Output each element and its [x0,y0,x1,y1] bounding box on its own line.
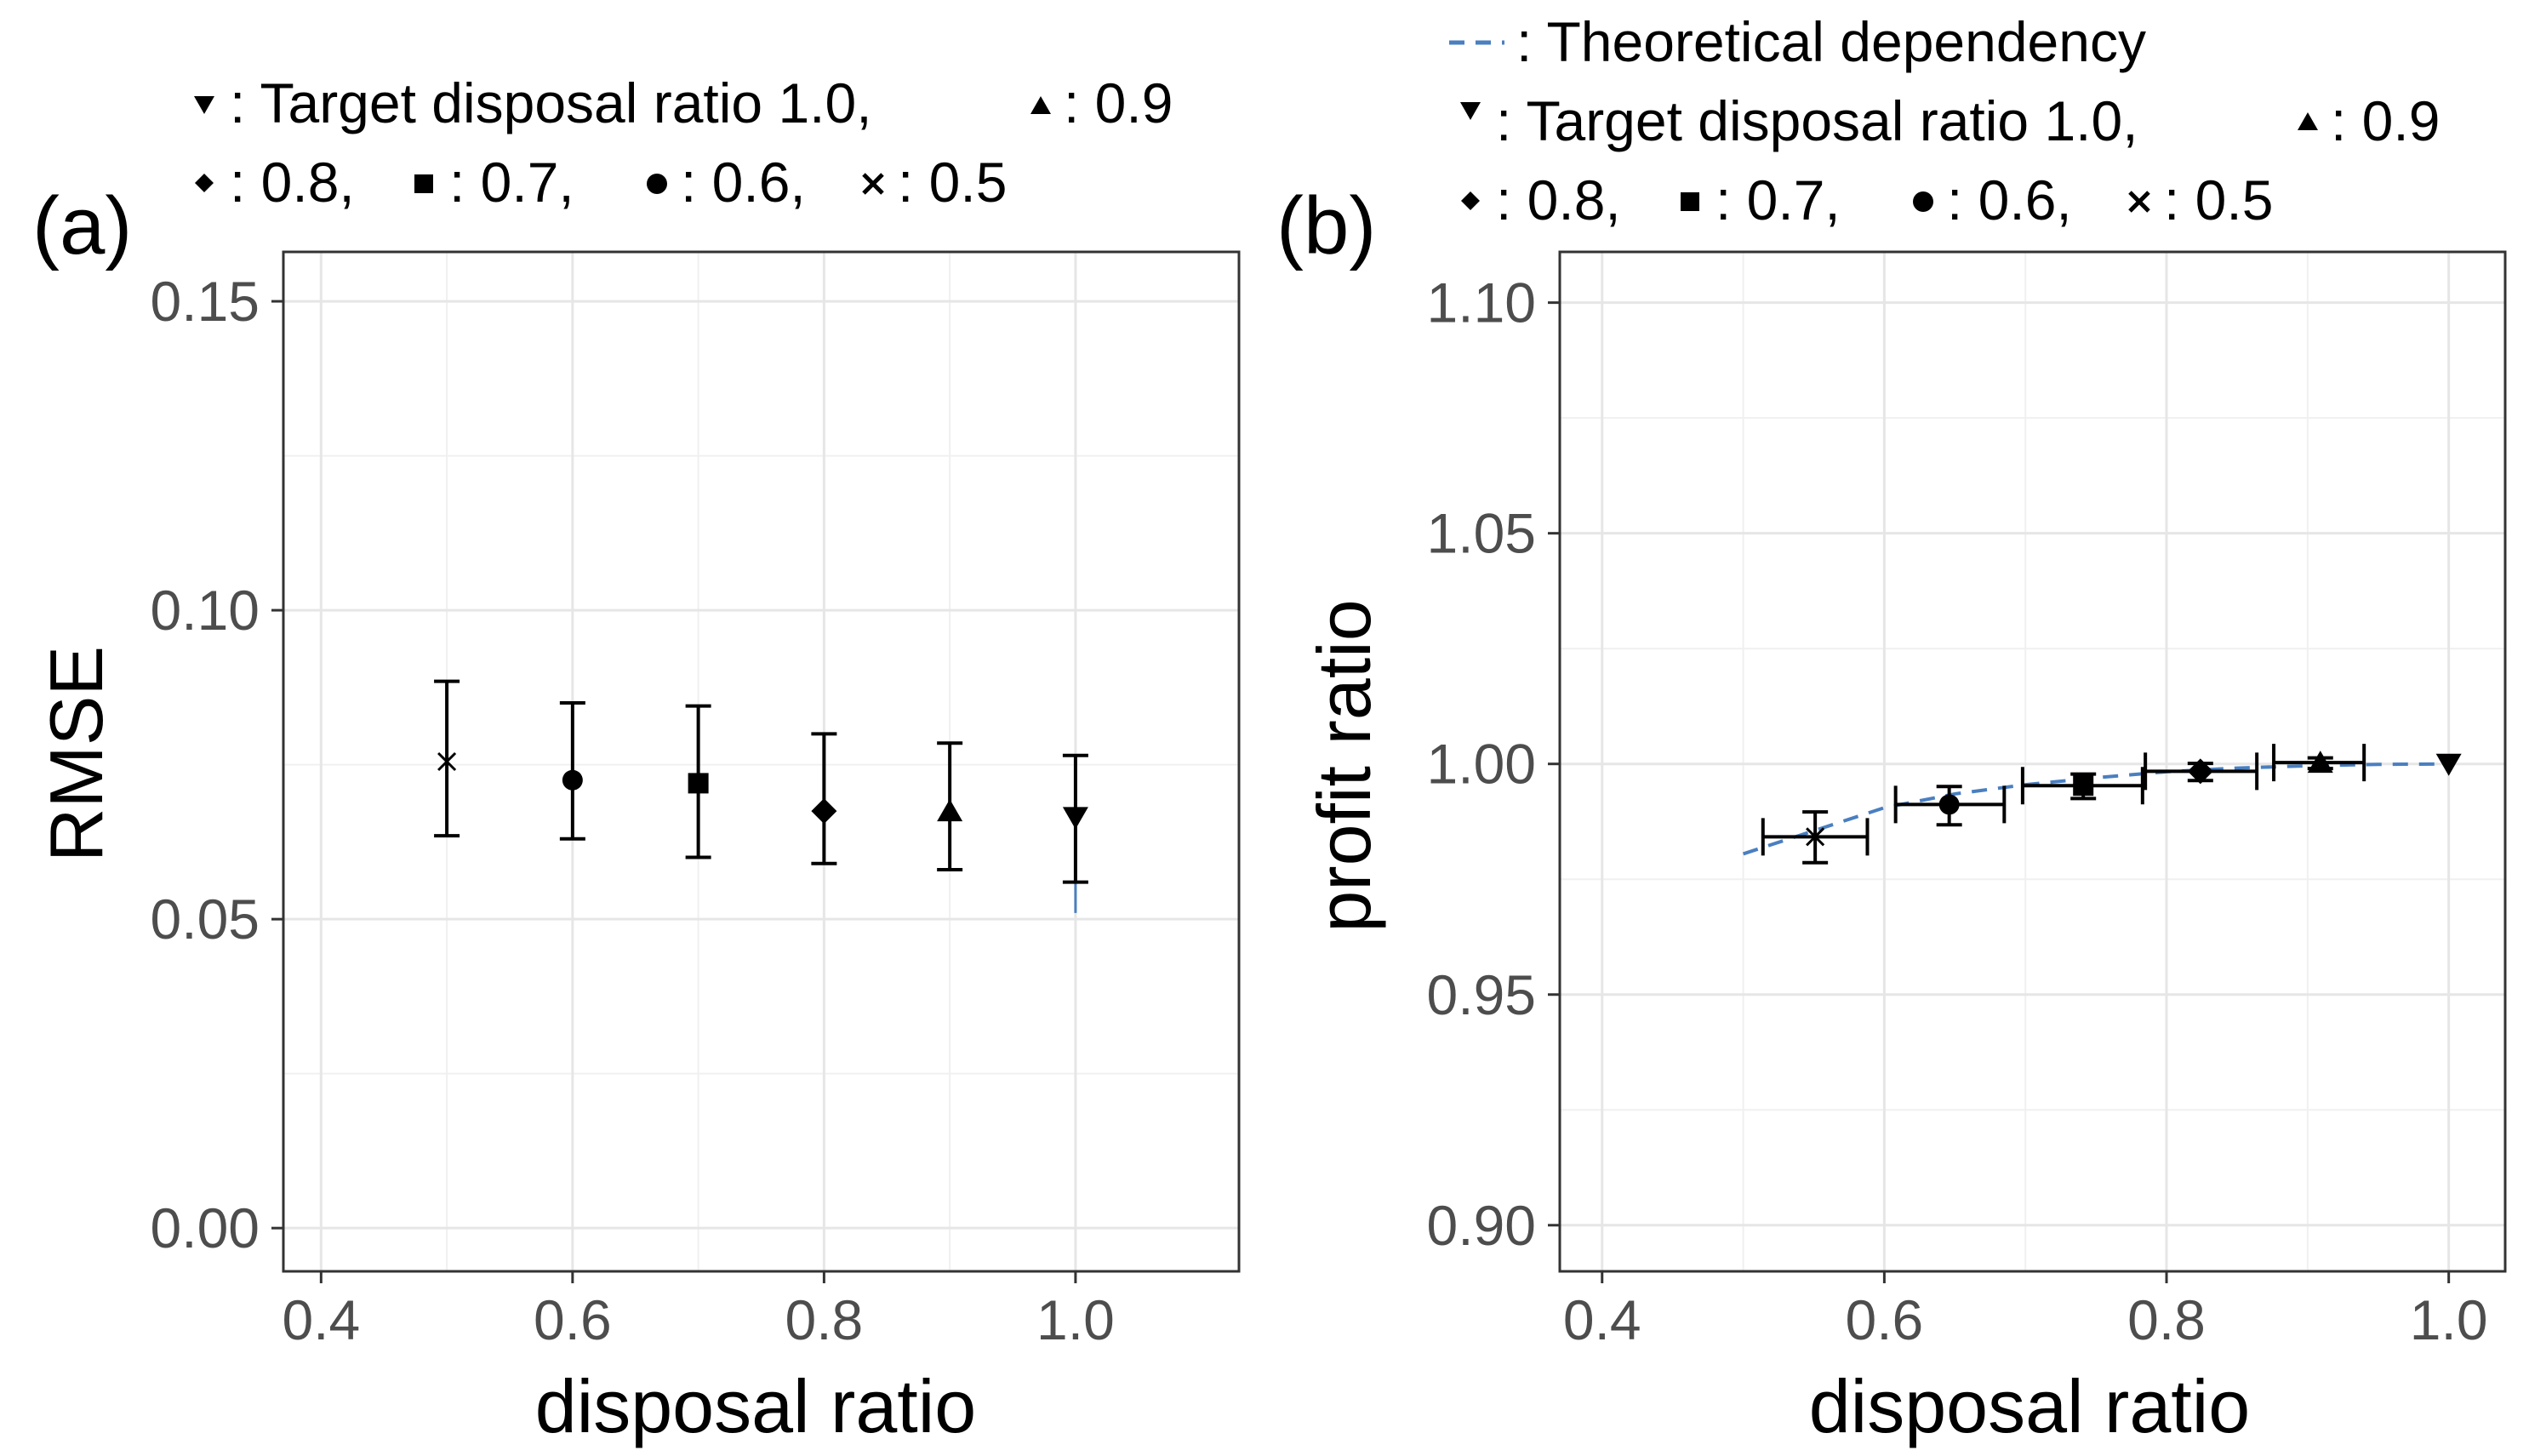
legend-square-icon [1681,192,1699,211]
point-square-0.7 [688,773,709,794]
panel-a-border [282,250,1241,1273]
legend-line-2b: : 0.7, [449,151,574,214]
panel-b-x-axis-title: disposal ratio [1809,1364,2251,1448]
legend-line-1b: : 0.9 [2331,89,2440,152]
x-tick-label: 0.8 [2127,1288,2206,1351]
legend-line-2c: : 0.6, [1947,168,2072,231]
panel-b-plot: 0.4 0.6 0.8 1.0 0.90 0.95 1.00 1.05 1.10 [1427,250,2507,1351]
y-tick-label: 0.90 [1427,1194,1536,1257]
point-triangle-up-0.9 [2307,751,2333,774]
legend-line-2d: : 0.5 [898,151,1007,214]
panel-a: : Target disposal ratio 1.0, : 0.9 : 0.8… [32,71,1241,1448]
legend-line-1: : Target disposal ratio 1.0, [230,71,872,134]
x-tick-label: 0.6 [1846,1288,1924,1351]
x-tick-label: 0.6 [534,1288,612,1351]
point-circle-0.6 [562,769,583,791]
legend-cross-icon [2128,191,2150,213]
legend-line-2c: : 0.6, [681,151,806,214]
legend-circle-icon [647,174,667,194]
panel-a-y-axis-title: RMSE [34,646,118,862]
point-triangle-down-1 [1062,807,1088,830]
y-tick-label: 0.15 [151,270,260,333]
point-cross-0.5 [1806,827,1825,847]
legend-line-2a: : 0.8, [230,151,355,214]
point-diamond-0.8 [2187,758,2213,785]
legend-diamond-icon [195,174,214,192]
legend-triangle-up-icon [2298,112,2318,130]
legend-cross-icon [862,173,884,195]
panel-b-border [1558,250,2507,1273]
legend-line-1b: : 0.9 [1064,71,1173,134]
y-tick-label: 0.10 [151,579,260,642]
panel-a-x-axis-title: disposal ratio [535,1364,977,1448]
legend-diamond-icon [1461,191,1480,210]
panel-b: : Theoretical dependency : Target dispos… [1276,10,2507,1448]
legend-line-2d: : 0.5 [2164,168,2273,231]
x-tick-label: 1.0 [1036,1288,1115,1351]
legend-square-icon [414,174,433,193]
panel-a-plot: 0.4 0.6 0.8 1.0 0.00 0.05 0.10 0.15 [151,250,1241,1351]
x-tick-label: 0.4 [1563,1288,1641,1351]
legend-circle-icon [1913,191,1933,212]
point-triangle-down-1 [2435,753,2462,776]
x-tick-label: 1.0 [2410,1288,2488,1351]
legend-triangle-down-icon [194,96,214,114]
legend-triangle-down-icon [1460,102,1481,120]
point-square-0.7 [2073,775,2094,797]
y-tick-label: 0.95 [1427,963,1536,1026]
legend-line-1: : Target disposal ratio 1.0, [1496,89,2138,152]
point-triangle-up-0.9 [937,799,963,822]
x-tick-label: 0.8 [785,1288,864,1351]
legend-theory: : Theoretical dependency [1516,10,2146,73]
legend-line-2b: : 0.7, [1715,168,1841,231]
panel-a-label: (a) [32,180,132,271]
point-circle-0.6 [1938,794,1960,815]
y-tick-label: 1.00 [1427,733,1536,796]
y-tick-label: 1.05 [1427,502,1536,565]
panel-b-y-axis-title: profit ratio [1302,599,1386,932]
panel-b-legend: : Theoretical dependency : Target dispos… [1449,10,2440,231]
legend-line-2a: : 0.8, [1496,168,1621,231]
panel-a-legend: : Target disposal ratio 1.0, : 0.9 : 0.8… [194,71,1173,214]
point-cross-0.5 [437,751,457,772]
point-diamond-0.8 [811,798,837,825]
y-tick-label: 0.00 [151,1196,260,1259]
panel-a-background [283,252,1239,1271]
y-tick-label: 0.05 [151,888,260,951]
x-tick-label: 0.4 [282,1288,360,1351]
y-tick-label: 1.10 [1427,271,1536,334]
legend-triangle-up-icon [1030,96,1051,114]
panel-b-label: (b) [1276,180,1376,271]
